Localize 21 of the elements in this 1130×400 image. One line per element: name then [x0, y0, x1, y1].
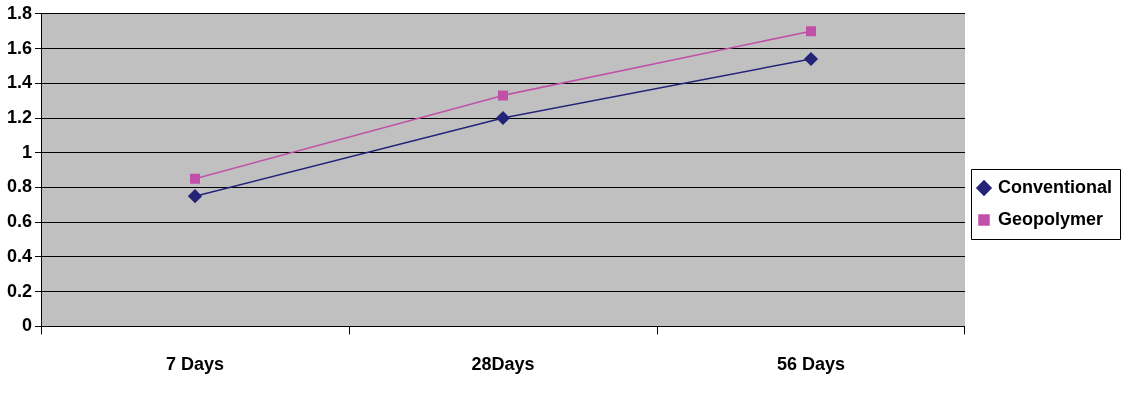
point [498, 90, 508, 101]
point [496, 111, 510, 125]
y-tick-label: 1.2 [6, 106, 33, 127]
point [188, 189, 202, 203]
point [804, 52, 818, 66]
legend-label: Geopolymer [998, 208, 1104, 229]
x-tick-label: 28Days [471, 354, 535, 375]
y-tick-label: 1.8 [6, 2, 33, 23]
legend-label: Conventional [998, 176, 1113, 197]
x-tick-label: 7 Days [165, 354, 225, 375]
y-tick-label: 0 [22, 315, 33, 336]
y-tick-label: 1.4 [6, 72, 33, 93]
point [190, 173, 201, 184]
y-tick-label: 1 [22, 141, 33, 162]
y-tick-label: 0.2 [6, 280, 33, 301]
point [806, 26, 816, 37]
y-tick-label: 0.4 [6, 245, 33, 266]
y-tick-label: 0.8 [6, 176, 33, 197]
y-tick-label: 0.6 [6, 211, 33, 232]
x-tick-label: 56 Days [776, 354, 846, 375]
y-tick-label: 1.6 [6, 37, 33, 58]
